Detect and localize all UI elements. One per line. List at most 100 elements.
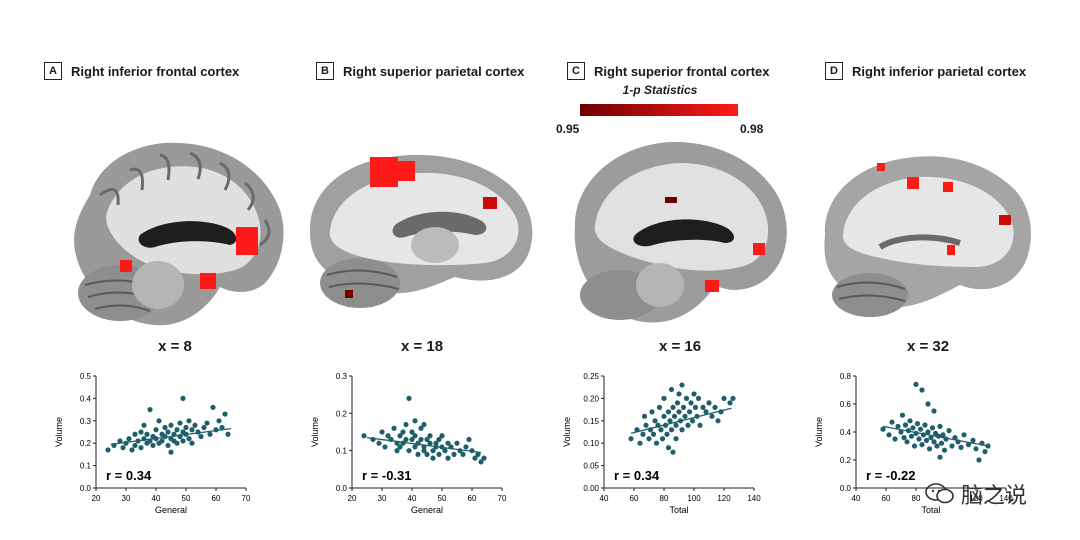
data-point: [475, 451, 481, 457]
x-tick-label: 50: [182, 494, 191, 503]
data-point: [641, 413, 648, 419]
data-point: [926, 446, 933, 452]
brain-slice-d: [824, 156, 1031, 317]
colorbar-min-label: 0.95: [556, 122, 580, 136]
data-point: [661, 395, 667, 401]
x-tick-label: 60: [212, 494, 221, 503]
data-point: [922, 422, 928, 428]
data-point: [686, 409, 693, 415]
data-point: [709, 413, 715, 419]
data-point: [673, 436, 679, 442]
data-point: [670, 449, 676, 455]
panel-title-c: C Right superior frontal cortex: [567, 62, 770, 80]
x-tick-label: 40: [852, 494, 861, 503]
data-point: [640, 431, 646, 437]
data-point: [147, 407, 153, 413]
data-point: [683, 395, 690, 401]
x-tick-label: 140: [999, 494, 1013, 503]
data-point: [409, 436, 415, 443]
panel-letter: B: [316, 62, 334, 80]
data-point: [689, 418, 696, 424]
data-point: [174, 440, 180, 446]
x-tick-label: 140: [747, 494, 761, 503]
data-point: [222, 411, 228, 417]
y-tick-label: 0.4: [840, 428, 852, 437]
data-point: [126, 436, 132, 442]
data-point: [685, 422, 691, 428]
data-point: [403, 421, 409, 428]
data-point: [165, 442, 171, 449]
gyri: [99, 151, 271, 247]
activation-cluster: [236, 227, 258, 255]
data-point: [168, 422, 174, 428]
data-point: [421, 448, 427, 454]
data-point: [141, 422, 147, 428]
data-point: [180, 395, 186, 401]
data-point: [430, 455, 436, 461]
activation-cluster: [943, 182, 953, 192]
data-point: [919, 387, 925, 393]
data-point: [225, 431, 231, 437]
scatter-plot-c: 40 60 80 100 120 140 0.00 0.05 0.10 0.15 0.20 0.25 T…: [562, 372, 761, 515]
data-point: [937, 454, 943, 460]
y-tick-label: 0.0: [80, 484, 92, 493]
x-tick-label: 60: [468, 494, 477, 503]
activation-cluster: [999, 215, 1011, 225]
data-point: [445, 455, 451, 461]
data-point: [934, 443, 940, 449]
x-tick-label: 40: [600, 494, 609, 503]
y-tick-label: 0.2: [80, 439, 92, 448]
data-point: [454, 440, 460, 446]
panel-title-d: D Right inferior parietal cortex: [825, 62, 1026, 80]
x-tick-label: 30: [122, 494, 131, 503]
data-point: [652, 418, 658, 424]
data-point: [715, 418, 721, 424]
data-point: [207, 431, 213, 437]
data-point: [898, 429, 904, 435]
data-point: [682, 413, 688, 419]
data-point: [168, 449, 174, 455]
data-point: [403, 436, 409, 443]
scatter-plot-b: 20 30 40 50 60 70 0.0 0.1 0.2 0.3 General Volume r =…: [310, 372, 507, 515]
data-point: [418, 436, 424, 443]
data-point: [931, 439, 937, 445]
data-point: [201, 424, 207, 431]
data-point: [427, 433, 433, 439]
y-tick-label: 0.6: [840, 400, 852, 409]
y-axis-label: Volume: [310, 417, 320, 447]
data-point: [219, 424, 225, 431]
data-point: [928, 435, 934, 441]
activation-cluster: [665, 197, 677, 203]
data-point: [445, 440, 451, 446]
data-point: [946, 428, 952, 434]
data-point: [961, 432, 967, 438]
watermark: 脑之说: [925, 478, 1027, 510]
data-point: [668, 386, 675, 393]
data-point: [929, 425, 936, 431]
data-point: [117, 438, 123, 444]
slice-coordinate-d: x = 32: [906, 338, 950, 355]
data-point: [665, 445, 672, 451]
x-axis-label: Total: [921, 505, 940, 515]
y-tick-label: 0.00: [583, 484, 599, 493]
data-point: [904, 439, 910, 445]
data-point: [132, 442, 138, 449]
data-point: [120, 445, 126, 451]
panel-title-text: Right inferior parietal cortex: [852, 63, 1027, 79]
data-point: [424, 451, 430, 457]
data-point: [703, 409, 709, 415]
x-tick-label: 30: [378, 494, 387, 503]
data-point: [451, 451, 457, 457]
data-point: [982, 449, 988, 455]
cerebellum-folia: [326, 269, 400, 290]
data-point: [917, 426, 924, 432]
data-point: [730, 395, 736, 401]
data-point: [925, 401, 931, 407]
data-point: [204, 420, 210, 426]
data-point: [697, 422, 703, 428]
data-point: [949, 443, 955, 449]
data-point: [886, 432, 892, 438]
brainstem: [636, 263, 684, 307]
y-tick-label: 0.0: [336, 484, 348, 493]
data-point: [976, 457, 982, 463]
